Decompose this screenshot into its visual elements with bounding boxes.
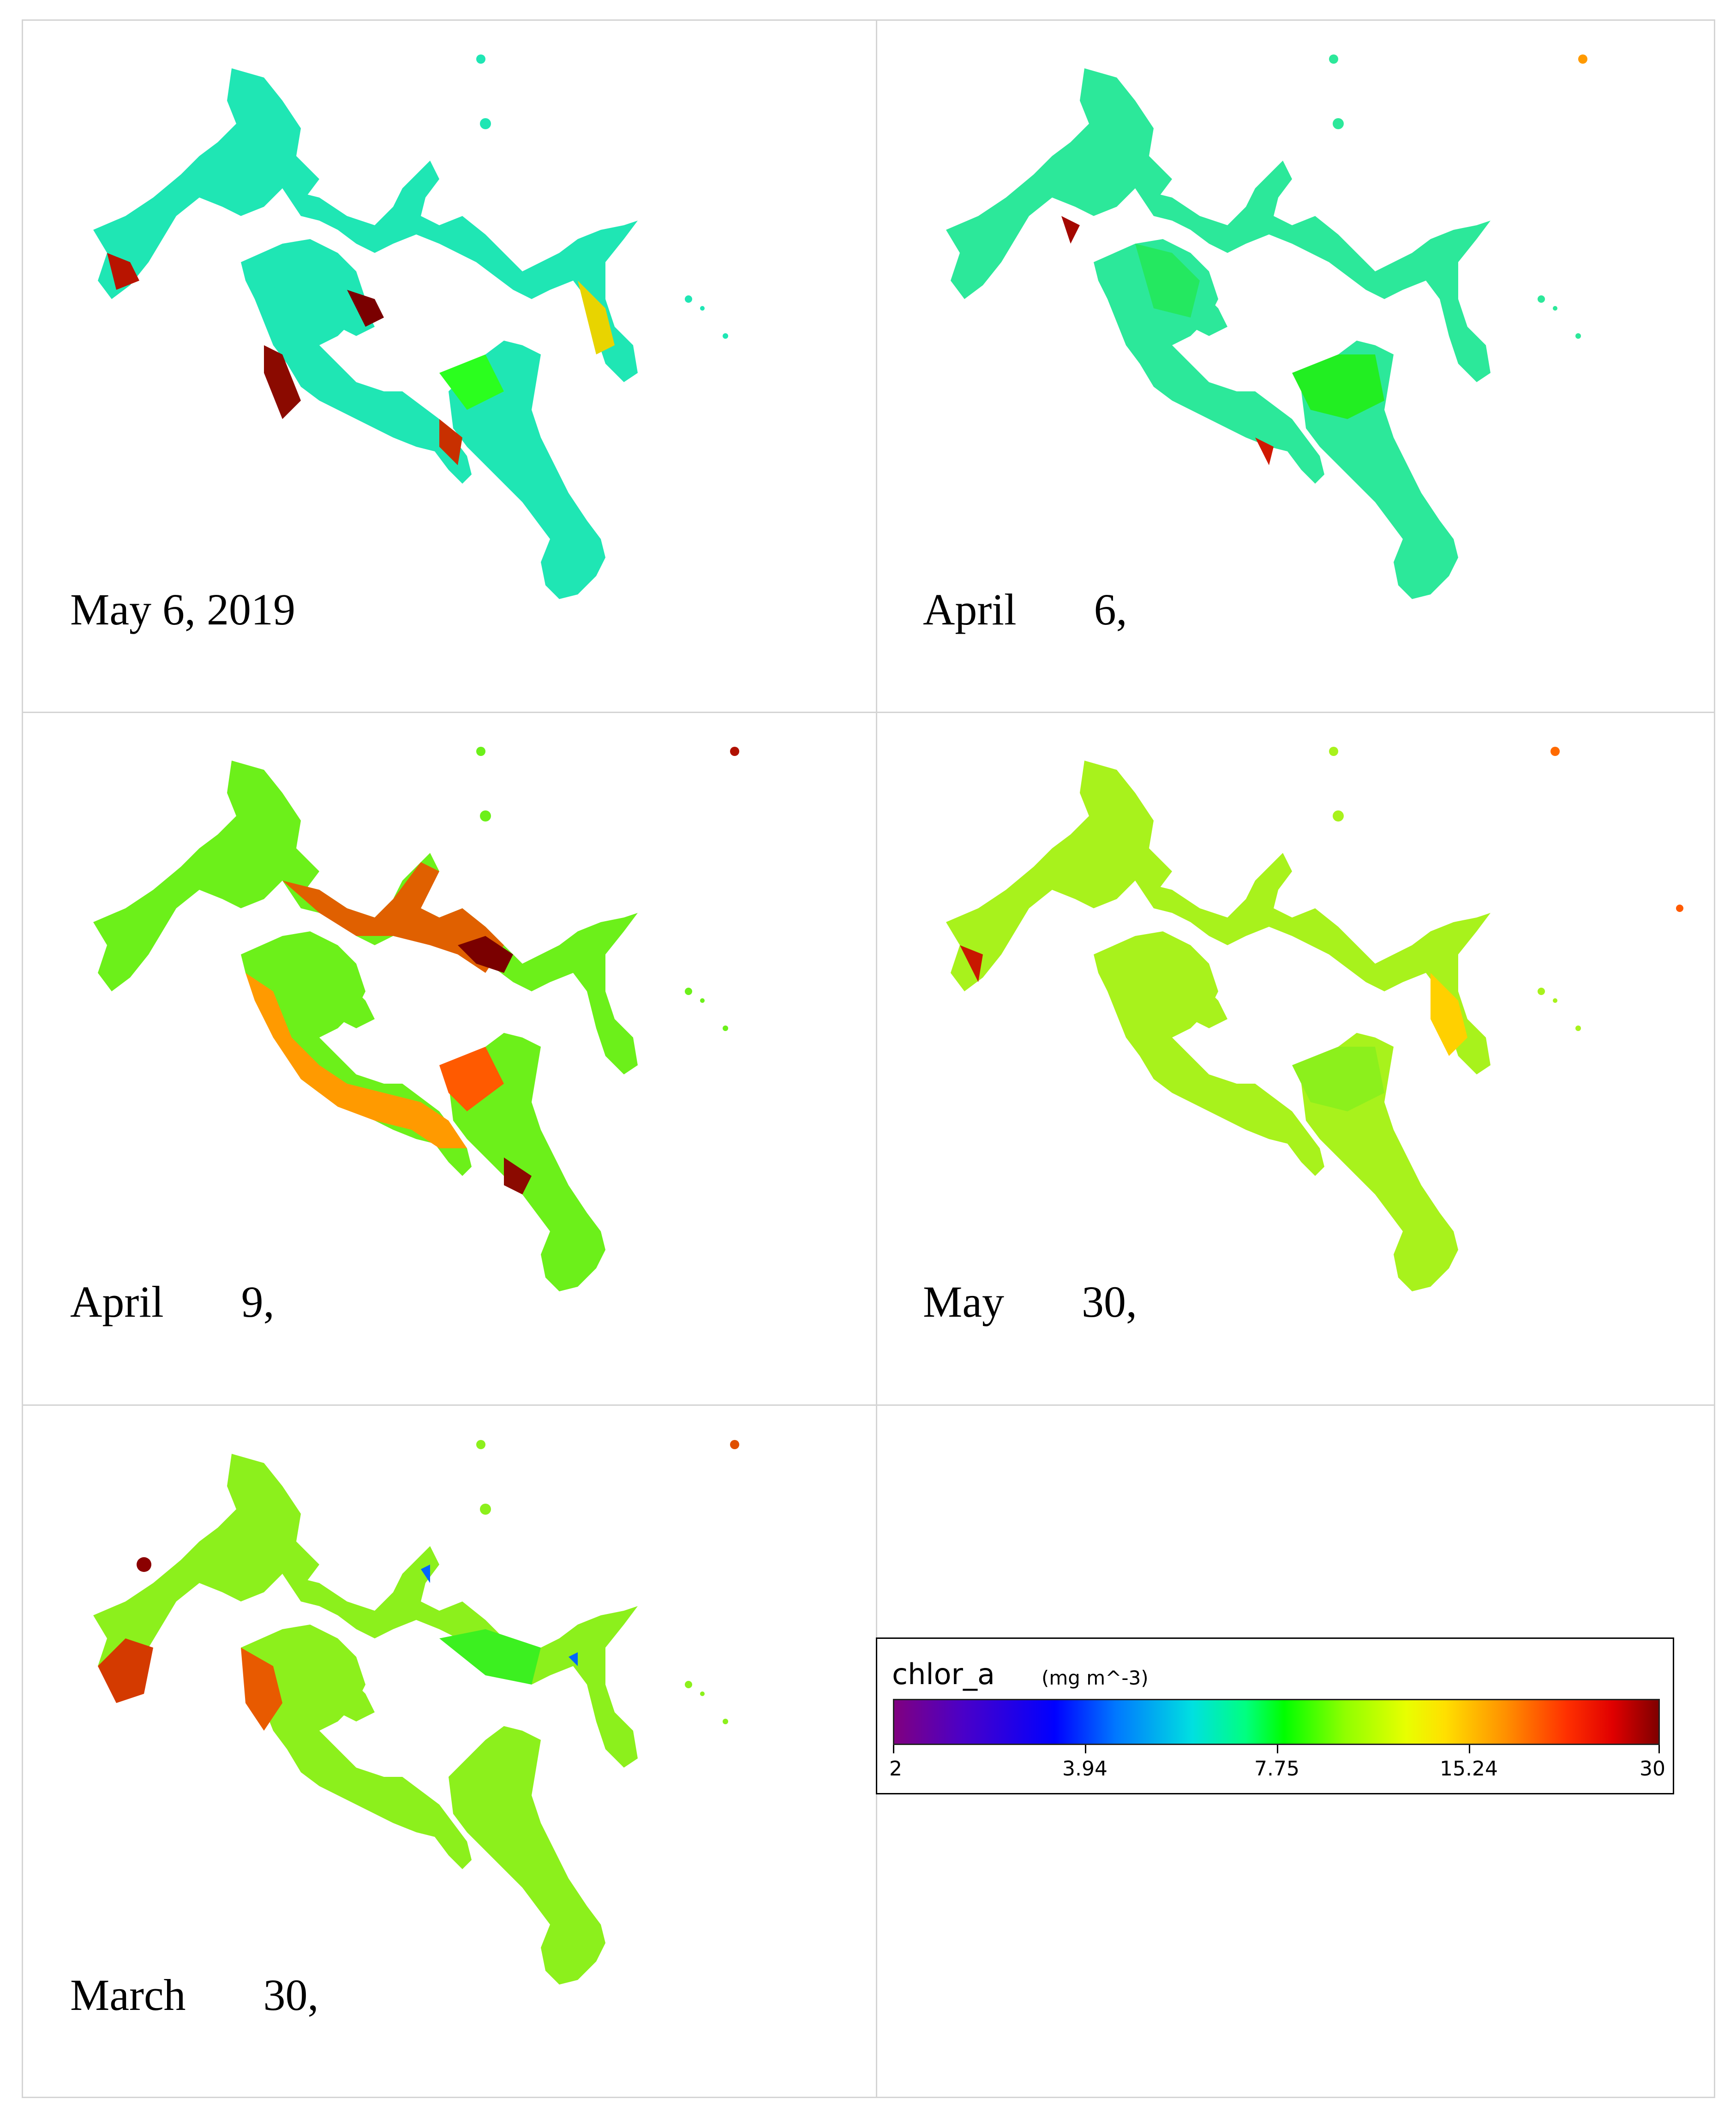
chlorophyll-map [93, 1440, 739, 1985]
legend-tick [1658, 1745, 1660, 1753]
map-panel-april-6: April 6, [877, 22, 1707, 687]
legend-title: chlor_a [892, 1657, 995, 1691]
colorbar-legend: chlor_a (mg m^-3) 2 3.94 7.75 15.24 30 [876, 1637, 1674, 1794]
panel-date-label: April 9, [70, 1280, 275, 1326]
map-panel-may-6-2019: May 6, 2019 [24, 22, 855, 687]
legend-tick-label: 7.75 [1254, 1757, 1299, 1781]
legend-tick [1277, 1745, 1278, 1753]
colorbar-gradient [893, 1699, 1660, 1745]
legend-unit: (mg m^-3) [1042, 1667, 1149, 1689]
grid-divider-horizontal-2 [23, 1404, 1714, 1406]
chlorophyll-map [946, 747, 1683, 1291]
panel-date-label: May 6, 2019 [70, 588, 295, 634]
legend-tick [1085, 1745, 1086, 1753]
chlorophyll-map [93, 54, 728, 599]
legend-tick [1469, 1745, 1470, 1753]
grid-divider-vertical [876, 21, 877, 2097]
panel-date-label: April 6, [923, 588, 1127, 634]
grid-divider-horizontal-1 [23, 712, 1714, 713]
map-panel-may-30: May 30, [877, 714, 1707, 1379]
panel-date-label: March 30, [70, 1973, 319, 2020]
legend-tick-label: 2 [889, 1757, 902, 1781]
legend-tick [893, 1745, 894, 1753]
legend-tick-label: 30 [1640, 1757, 1665, 1781]
chlorophyll-map [93, 747, 739, 1291]
chlorophyll-map [946, 54, 1587, 599]
panel-date-label: May 30, [923, 1280, 1137, 1326]
legend-tick-label: 3.94 [1062, 1757, 1107, 1781]
map-panel-april-9: April 9, [24, 714, 855, 1379]
map-panel-march-30: March 30, [24, 1408, 855, 2072]
figure-grid [22, 19, 1715, 2098]
legend-tick-label: 15.24 [1440, 1757, 1498, 1781]
